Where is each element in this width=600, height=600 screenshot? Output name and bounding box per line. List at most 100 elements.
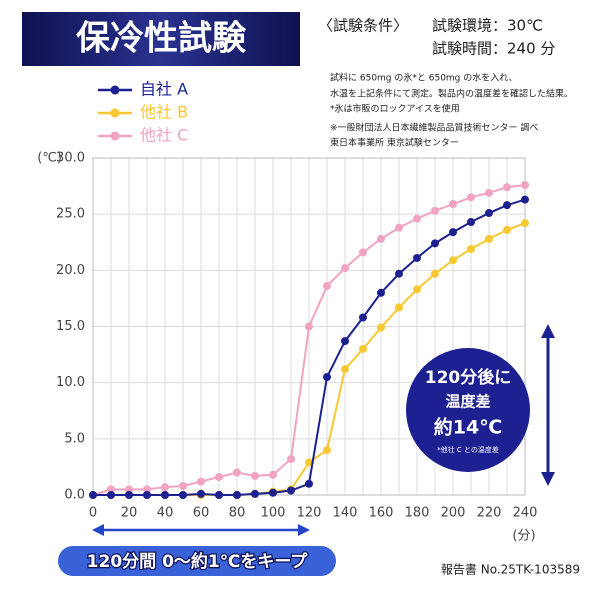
x-tick-label: 160 <box>369 506 394 521</box>
data-point <box>413 285 421 294</box>
data-point <box>431 269 439 278</box>
data-point <box>395 269 403 278</box>
data-point <box>359 313 367 322</box>
callout-circle <box>406 348 530 472</box>
data-point <box>395 303 403 312</box>
data-point <box>107 491 115 499</box>
data-point <box>197 489 205 498</box>
data-point <box>503 183 511 192</box>
data-point <box>503 201 511 210</box>
data-point <box>269 488 277 497</box>
x-tick-label: 200 <box>441 506 466 521</box>
data-point <box>359 344 367 353</box>
x-tick-label: 20 <box>121 506 138 521</box>
legend-marker <box>110 85 120 95</box>
x-tick-label: 240 <box>513 506 538 521</box>
data-point <box>449 200 457 209</box>
x-tick-label: 220 <box>477 506 502 521</box>
data-point <box>377 234 385 243</box>
data-point <box>413 253 421 262</box>
data-point <box>233 491 241 499</box>
data-point <box>521 195 529 204</box>
data-point <box>431 239 439 248</box>
note: 試料に 650mg の氷*と 650mg の水を入れ、 <box>330 72 517 84</box>
y-tick-label: 0.0 <box>64 488 85 503</box>
data-point <box>269 470 277 479</box>
y-range-arrow <box>541 324 555 486</box>
condition: 〈試験条件〉 <box>318 17 408 35</box>
note: *氷は市販のロックアイスを使用 <box>330 103 460 115</box>
y-tick-label: 20.0 <box>56 263 85 278</box>
report-number: 報告書 No.25TK-103589 <box>441 563 580 577</box>
data-point <box>305 322 313 331</box>
data-point <box>467 193 475 202</box>
data-point <box>413 214 421 223</box>
condition: 試験時間：240 分 <box>432 40 555 58</box>
note: 東日本事業所 東京試験センター <box>330 137 459 149</box>
x-tick-label: 0 <box>89 506 97 521</box>
data-point <box>521 219 529 228</box>
data-point <box>503 225 511 234</box>
data-point <box>341 337 349 346</box>
y-tick-label: 25.0 <box>56 207 85 222</box>
x-tick-label: 40 <box>157 506 174 521</box>
x-tick-label: 180 <box>405 506 430 521</box>
data-point <box>89 491 97 499</box>
y-axis-label: (℃) <box>37 151 62 166</box>
data-point <box>377 288 385 297</box>
data-point <box>287 455 295 464</box>
banner-box <box>58 546 336 576</box>
data-point <box>179 482 187 491</box>
x-tick-label: 140 <box>333 506 358 521</box>
y-tick-label: 5.0 <box>64 431 85 446</box>
callout-text: 約14℃ <box>434 416 502 439</box>
legend-marker <box>110 131 120 141</box>
y-tick-label: 10.0 <box>56 375 85 390</box>
data-point <box>143 491 151 499</box>
x-tick-label: 100 <box>261 506 286 521</box>
y-tick-label: 30.0 <box>56 151 85 166</box>
data-point <box>521 180 529 189</box>
data-point <box>449 256 457 265</box>
data-point <box>107 485 115 494</box>
data-point <box>485 188 493 197</box>
x-tick-label: 120 <box>297 506 322 521</box>
x-axis-label: (分) <box>512 529 535 544</box>
data-point <box>125 485 133 494</box>
condition: 試験環境：30℃ <box>432 17 543 35</box>
data-point <box>125 491 133 499</box>
data-point <box>323 446 331 455</box>
data-point <box>251 489 259 498</box>
data-point <box>431 206 439 215</box>
callout-text: 温度差 <box>445 393 490 411</box>
data-point <box>395 223 403 232</box>
note: 水温を上記条件にて測定。製品内の温度差を確認した結果。 <box>330 88 573 100</box>
data-point <box>251 471 259 480</box>
data-point <box>377 323 385 332</box>
title-box <box>22 12 300 66</box>
plot-frame <box>92 157 526 496</box>
data-point <box>467 244 475 253</box>
legend-label: 自社 A <box>140 80 188 99</box>
banner: 120分間 0～約1℃をキープ <box>87 551 309 572</box>
data-point <box>215 473 223 482</box>
x-tick-label: 60 <box>193 506 210 521</box>
data-point <box>287 486 295 495</box>
data-point <box>485 209 493 218</box>
data-point <box>161 491 169 499</box>
data-point <box>179 491 187 499</box>
legend-label: 他社 B <box>140 103 188 122</box>
callout-note: *他社 C との温度差 <box>437 445 499 454</box>
note: ※一般財団法人日本繊維製品品質技術センター 調べ <box>330 122 538 134</box>
data-point <box>449 228 457 237</box>
data-point <box>341 365 349 374</box>
data-point <box>197 477 205 486</box>
y-tick-label: 15.0 <box>56 319 85 334</box>
data-point <box>233 468 241 477</box>
legend-label: 他社 C <box>140 126 188 145</box>
data-point <box>323 373 331 382</box>
legend-marker <box>110 108 120 118</box>
data-point <box>143 485 151 494</box>
x-range-arrow <box>92 524 310 536</box>
